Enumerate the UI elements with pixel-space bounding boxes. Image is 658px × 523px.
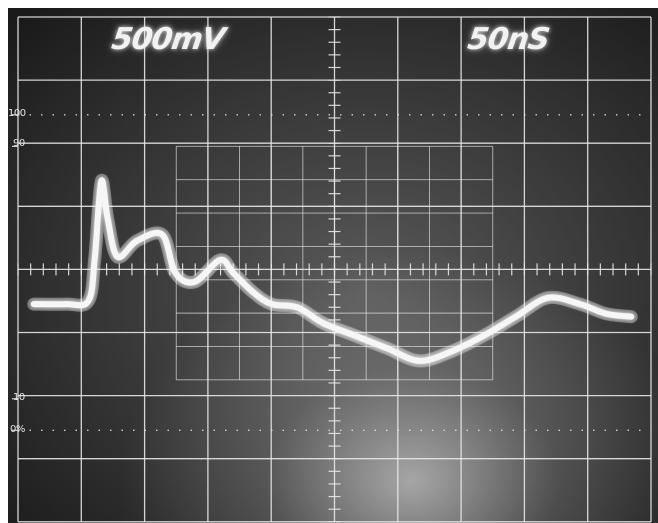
volts-per-division-readout: 500mV [109,22,227,57]
scale-label-100: 100 [8,108,26,119]
time-per-division-readout: 50nS [465,22,552,57]
scale-label-0-percent: 0% [10,424,25,435]
scale-label-10: 10 [13,392,25,403]
signal-trace-layer [27,173,638,368]
scale-label-90: 90 [13,138,25,149]
graticule [12,16,652,523]
signal-trace [30,177,635,364]
